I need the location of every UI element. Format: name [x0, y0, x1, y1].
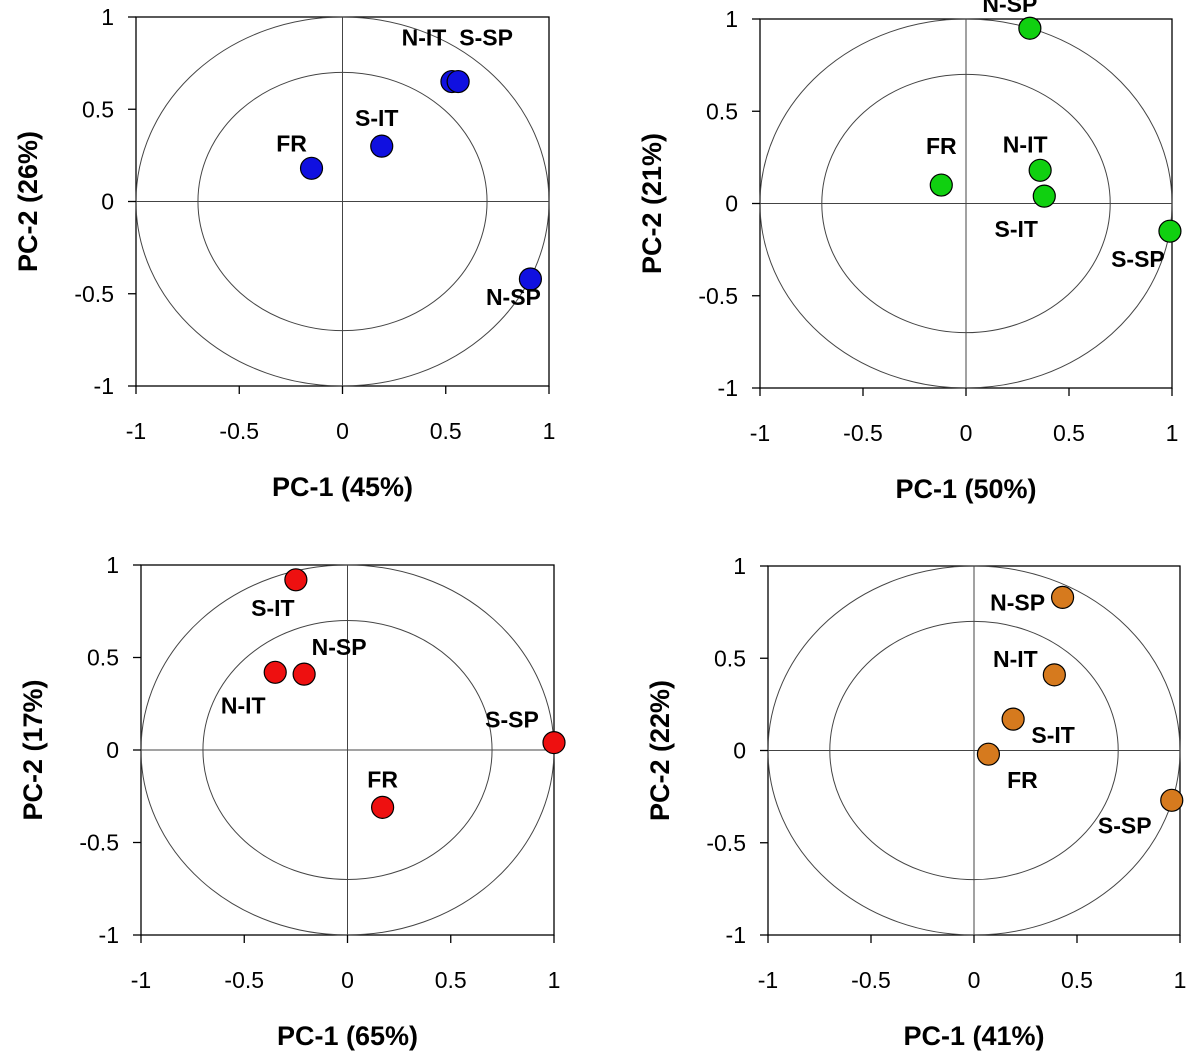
y-tick-label: -0.5: [698, 283, 738, 309]
x-tick-label: -0.5: [843, 420, 883, 446]
data-point-n-sp: [1050, 585, 1075, 609]
x-tick-label: 0: [341, 967, 354, 993]
y-tick-label: 0.5: [82, 96, 114, 122]
data-point-fr: [299, 156, 324, 180]
y-tick-label: -1: [718, 375, 738, 401]
x-axis-title: PC-1 (45%): [272, 472, 413, 502]
data-point-n-it: [1028, 158, 1052, 182]
point-label-s-sp: S-SP: [459, 25, 513, 51]
point-label-n-it: N-IT: [1003, 131, 1048, 157]
y-tick-label: 0: [725, 191, 738, 217]
x-tick-label: 0.5: [435, 967, 467, 993]
y-tick-label: 0.5: [706, 98, 738, 124]
y-tick-label: 1: [733, 553, 746, 579]
data-point-n-sp: [1018, 16, 1042, 40]
data-point-s-it: [1032, 184, 1056, 208]
point-label-s-sp: S-SP: [485, 707, 539, 733]
y-tick-label: 1: [106, 552, 119, 578]
y-tick-label: -0.5: [74, 281, 114, 307]
x-tick-label: 1: [548, 967, 561, 993]
y-tick-label: -1: [726, 922, 746, 948]
data-point-s-it: [284, 568, 308, 592]
x-tick-label: 1: [543, 418, 556, 444]
y-tick-label: -1: [99, 922, 119, 948]
y-tick-label: -0.5: [79, 830, 119, 856]
point-label-s-it: S-IT: [1031, 722, 1074, 748]
data-point-fr: [976, 742, 1001, 766]
y-tick-label: 0.5: [714, 645, 746, 671]
point-label-n-sp: N-SP: [990, 589, 1045, 615]
point-label-s-sp: S-SP: [1098, 812, 1152, 838]
x-tick-label: -0.5: [224, 967, 264, 993]
y-axis-title: PC-2 (21%): [637, 133, 667, 274]
y-tick-label: 1: [101, 4, 114, 30]
x-tick-label: -1: [750, 420, 770, 446]
point-label-fr: FR: [1007, 767, 1038, 793]
point-label-n-sp: N-SP: [312, 634, 367, 660]
data-point-s-sp: [446, 69, 470, 94]
x-tick-label: 0.5: [430, 418, 462, 444]
data-point-s-sp: [1160, 788, 1184, 812]
point-label-n-it: N-IT: [402, 25, 447, 51]
x-tick-label: 0: [336, 418, 349, 444]
data-point-s-it: [1001, 707, 1025, 731]
x-tick-label: -1: [758, 967, 778, 993]
x-axis-title: PC-1 (41%): [903, 1021, 1044, 1051]
data-point-n-sp: [292, 662, 316, 686]
y-axis-title: PC-2 (17%): [18, 679, 48, 820]
data-point-n-it: [1042, 663, 1066, 687]
y-tick-label: 1: [725, 6, 738, 32]
y-tick-label: 0: [101, 189, 114, 215]
data-point-s-sp: [542, 730, 566, 755]
x-tick-label: 1: [1174, 967, 1186, 993]
x-axis-title: PC-1 (50%): [895, 474, 1036, 504]
point-label-s-sp: S-SP: [1111, 246, 1165, 272]
point-label-s-it: S-IT: [355, 105, 398, 131]
y-tick-label: 0: [106, 737, 119, 763]
y-axis-title: PC-2 (26%): [13, 131, 43, 272]
pca-panel-3: -1 -0.5 0 0.5 1 1 0.5 0 -0.5 -1 PC-1 (65%) PC-2 (17…: [18, 552, 566, 1051]
point-label-s-it: S-IT: [251, 595, 294, 621]
x-tick-label: 1: [1166, 420, 1179, 446]
data-point-fr: [929, 173, 953, 197]
data-point-n-sp: [518, 267, 543, 291]
y-axis-title: PC-2 (22%): [645, 680, 675, 821]
point-label-fr: FR: [276, 130, 307, 156]
x-tick-label: -1: [131, 967, 151, 993]
data-point-fr: [371, 795, 395, 819]
data-point-n-it: [263, 660, 287, 684]
x-tick-label: -0.5: [851, 967, 891, 993]
point-label-n-sp: N-SP: [982, 0, 1037, 17]
x-tick-label: 0.5: [1061, 967, 1093, 993]
x-tick-label: 0: [960, 420, 973, 446]
point-label-fr: FR: [367, 766, 398, 792]
x-tick-label: 0: [968, 967, 981, 993]
point-label-n-sp: N-SP: [486, 284, 541, 310]
point-label-n-it: N-IT: [993, 646, 1038, 672]
pca-panel-1: -1 -0.5 0 0.5 1 1 0.5 0 -0.5 -1 PC-1 (45%) PC-2 (26…: [13, 4, 555, 502]
pca-panel-4: -1 -0.5 0 0.5 1 1 0.5 0 -0.5 -1 PC-1 (41%) PC-2 (22…: [645, 553, 1186, 1051]
point-label-fr: FR: [926, 133, 957, 159]
y-tick-label: -1: [94, 373, 114, 399]
data-point-s-it: [370, 134, 394, 158]
x-tick-label: 0.5: [1053, 420, 1085, 446]
x-tick-label: -1: [126, 418, 146, 444]
y-tick-label: 0: [733, 738, 746, 764]
x-tick-label: -0.5: [219, 418, 259, 444]
x-axis-title: PC-1 (65%): [277, 1021, 418, 1051]
point-label-n-it: N-IT: [221, 692, 266, 718]
y-tick-label: -0.5: [706, 830, 746, 856]
point-label-s-it: S-IT: [995, 216, 1038, 242]
pca-panel-2: -1 -0.5 0 0.5 1 1 0.5 0 -0.5 -1 PC-1 (50%) PC-2 (21…: [637, 0, 1182, 504]
y-tick-label: 0.5: [87, 645, 119, 671]
data-point-s-sp: [1158, 219, 1182, 243]
